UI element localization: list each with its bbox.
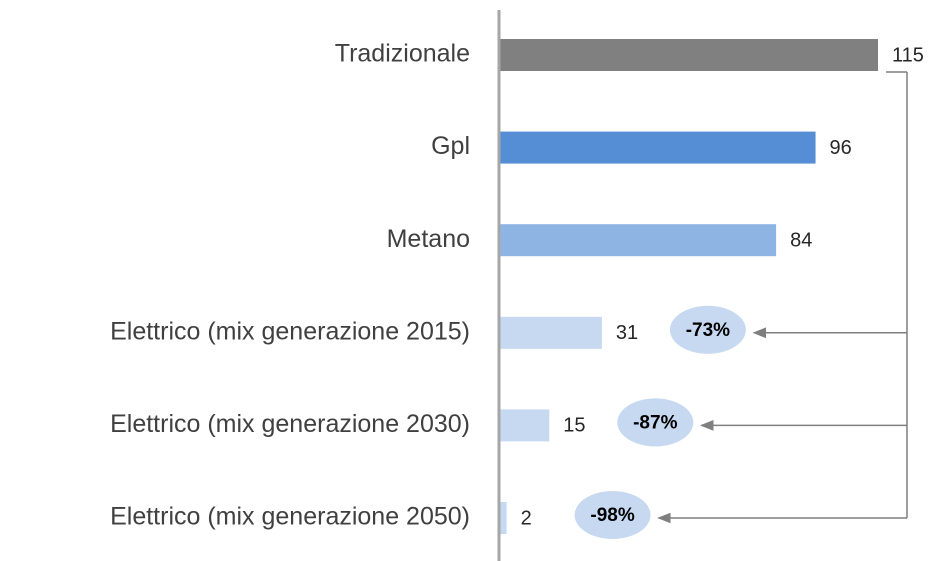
category-label: Metano — [387, 225, 470, 253]
category-label: Elettrico (mix generazione 2030) — [110, 410, 470, 438]
category-label: Elettrico (mix generazione 2050) — [110, 503, 470, 531]
category-label: Gpl — [431, 132, 470, 160]
value-label: 84 — [790, 229, 812, 251]
bar — [500, 316, 602, 349]
annotation-label: -98% — [590, 505, 634, 526]
bar — [500, 131, 816, 164]
value-label: 96 — [830, 137, 852, 159]
bar — [500, 409, 550, 442]
value-label: 15 — [563, 415, 585, 437]
value-label: 2 — [521, 507, 532, 529]
bar — [500, 502, 507, 534]
annotation-bubble — [669, 305, 746, 354]
category-label: Elettrico (mix generazione 2015) — [110, 317, 470, 345]
annotation-label: -87% — [633, 412, 677, 433]
category-label: Tradizionale — [335, 40, 470, 68]
bar — [500, 224, 777, 257]
annotation-bubble — [574, 491, 651, 539]
annotation-label: -73% — [686, 320, 730, 341]
value-label: 31 — [616, 322, 638, 344]
bar — [500, 39, 878, 71]
value-label: 115 — [892, 44, 924, 66]
annotation-bubble — [617, 398, 694, 447]
